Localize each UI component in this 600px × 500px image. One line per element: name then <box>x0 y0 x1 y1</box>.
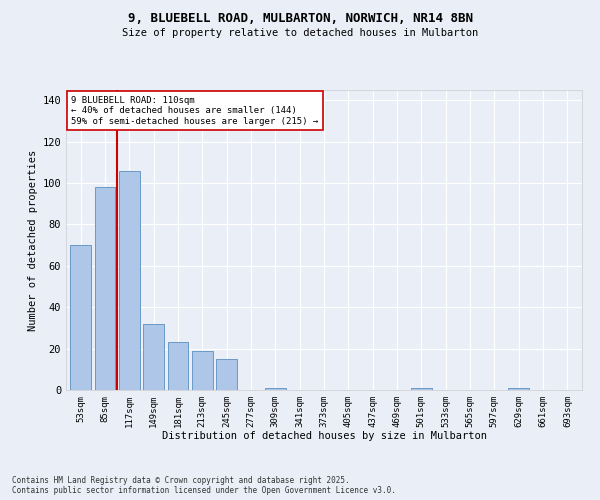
Bar <box>411 388 432 390</box>
Bar <box>143 324 164 390</box>
Text: 9, BLUEBELL ROAD, MULBARTON, NORWICH, NR14 8BN: 9, BLUEBELL ROAD, MULBARTON, NORWICH, NR… <box>128 12 473 26</box>
Bar <box>95 187 115 390</box>
X-axis label: Distribution of detached houses by size in Mulbarton: Distribution of detached houses by size … <box>161 432 487 442</box>
Bar <box>508 388 529 390</box>
Bar <box>167 342 188 390</box>
Bar <box>70 245 91 390</box>
Bar <box>192 350 212 390</box>
Y-axis label: Number of detached properties: Number of detached properties <box>28 150 38 330</box>
Bar <box>119 170 140 390</box>
Bar <box>216 359 237 390</box>
Text: Size of property relative to detached houses in Mulbarton: Size of property relative to detached ho… <box>122 28 478 38</box>
Text: Contains HM Land Registry data © Crown copyright and database right 2025.
Contai: Contains HM Land Registry data © Crown c… <box>12 476 396 495</box>
Text: 9 BLUEBELL ROAD: 110sqm
← 40% of detached houses are smaller (144)
59% of semi-d: 9 BLUEBELL ROAD: 110sqm ← 40% of detache… <box>71 96 319 126</box>
Bar <box>265 388 286 390</box>
